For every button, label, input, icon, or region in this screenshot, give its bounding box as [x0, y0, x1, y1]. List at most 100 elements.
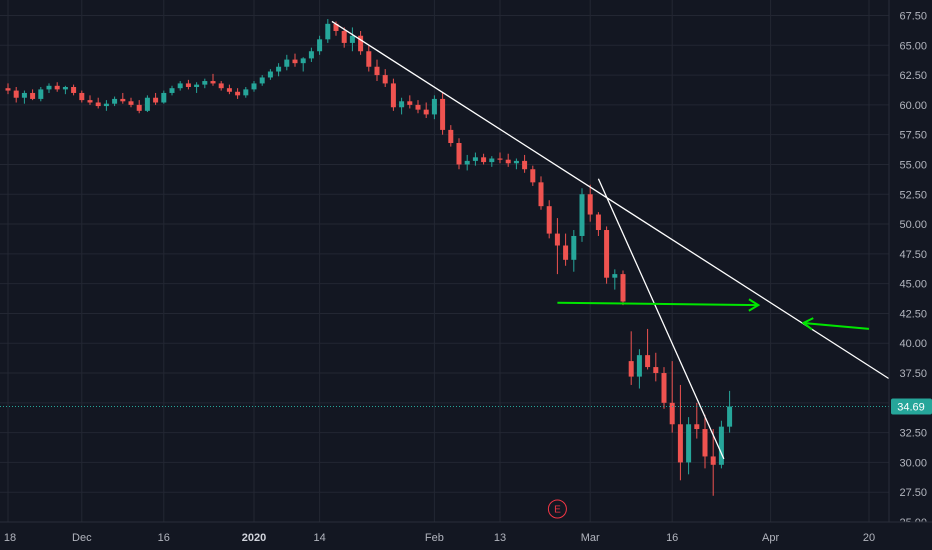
candle-body	[366, 51, 372, 67]
candle-body	[46, 85, 52, 90]
candle-body	[505, 159, 511, 164]
candle-body	[120, 98, 126, 102]
candle-body	[13, 90, 19, 98]
candle-body	[177, 83, 183, 89]
candle-body	[325, 23, 331, 40]
candle-body	[628, 361, 634, 377]
candle-body	[464, 160, 470, 165]
candle-body	[472, 157, 478, 161]
price-axis-panel[interactable]	[889, 0, 932, 522]
candle-body	[300, 58, 306, 64]
candle-body	[226, 88, 232, 92]
candle-body	[374, 66, 380, 76]
green-arrow-left-head	[801, 317, 814, 331]
candle-body	[694, 424, 700, 430]
trendline-long	[331, 20, 890, 380]
candle-body	[358, 35, 364, 52]
candle-body	[21, 92, 27, 98]
time-tick-label: 16	[666, 532, 678, 544]
price-tick-label: 62.50	[899, 70, 927, 82]
candle-body	[407, 101, 413, 105]
candle-body	[292, 59, 298, 64]
candle-body	[349, 35, 355, 43]
time-tick-label: Apr	[762, 532, 779, 544]
time-axis-labels: 18 Dec 16 2020 14 Feb 13 Mar 16 Apr 20	[4, 532, 875, 544]
candle-body	[136, 104, 142, 111]
candle-body	[382, 75, 388, 84]
price-tick-label: 37.50	[899, 368, 927, 380]
price-tick-label: 40.00	[899, 338, 927, 350]
candle-body	[87, 100, 93, 103]
candle-body	[456, 143, 462, 165]
candle-body	[308, 51, 314, 59]
price-tick-label: 47.50	[899, 249, 927, 261]
candle-body	[251, 83, 257, 90]
earnings-marker-circle	[547, 499, 567, 519]
time-tick-label: 2020	[242, 532, 266, 544]
green-arrow-right	[557, 301, 759, 307]
candle-body	[399, 101, 405, 108]
last-price-tag-box	[891, 398, 932, 415]
candle-body	[686, 424, 692, 463]
candle-body	[144, 97, 150, 111]
candle-body	[38, 89, 44, 99]
price-tick-label: 52.50	[899, 189, 927, 201]
candle-body	[620, 274, 626, 302]
candle-body	[661, 373, 667, 403]
candle-body	[333, 23, 339, 31]
candle-body	[423, 109, 429, 115]
candle-body	[276, 66, 282, 72]
time-axis-panel[interactable]	[0, 522, 932, 550]
candle-body	[185, 83, 191, 87]
candle-body	[218, 83, 224, 89]
price-tick-label: 30.00	[899, 457, 927, 469]
candle-body	[481, 157, 487, 163]
candle-body	[390, 83, 396, 108]
candle-body	[530, 169, 536, 183]
trendline-steep	[597, 178, 725, 460]
price-tick-label: 67.50	[899, 10, 927, 22]
time-tick-label: Dec	[72, 532, 92, 544]
candle-body	[645, 355, 651, 368]
candle-body	[194, 84, 200, 87]
candle-body	[202, 81, 208, 85]
candle-body	[702, 429, 708, 457]
candle-body	[554, 233, 560, 246]
price-tick-label: 45.00	[899, 279, 927, 291]
price-tick-label: 42.50	[899, 308, 927, 320]
candle-body	[153, 97, 159, 103]
candle-body	[669, 402, 675, 425]
candle-body	[415, 104, 421, 110]
candle-body	[587, 194, 593, 215]
candle-body	[317, 39, 323, 52]
candle-body	[161, 92, 167, 103]
candle-body	[612, 274, 618, 278]
time-tick-label: 14	[313, 532, 325, 544]
price-tick-label: 27.50	[899, 487, 927, 499]
candle-body	[718, 426, 724, 465]
earnings-marker[interactable]: E	[547, 499, 567, 519]
candle-body	[62, 87, 68, 90]
time-tick-label: 13	[494, 532, 506, 544]
candle-body	[497, 158, 503, 160]
candle-body	[210, 81, 216, 84]
candlestick-series	[5, 19, 733, 496]
candle-body	[595, 214, 601, 231]
price-tick-label: 32.50	[899, 428, 927, 440]
time-tick-label: 16	[158, 532, 170, 544]
candle-body	[522, 160, 528, 170]
candle-body	[341, 30, 347, 43]
time-tick-label: Mar	[581, 532, 600, 544]
candle-body	[727, 406, 733, 427]
candle-body	[571, 235, 577, 260]
drawing-tools	[331, 20, 890, 460]
candle-body	[103, 103, 109, 107]
price-tick-label: 50.00	[899, 219, 927, 231]
time-tick-label: 18	[4, 532, 16, 544]
green-arrow-left	[803, 321, 870, 330]
candle-body	[284, 59, 290, 67]
candle-body	[5, 88, 11, 91]
candle-body	[128, 101, 134, 105]
candle-body	[653, 367, 659, 374]
